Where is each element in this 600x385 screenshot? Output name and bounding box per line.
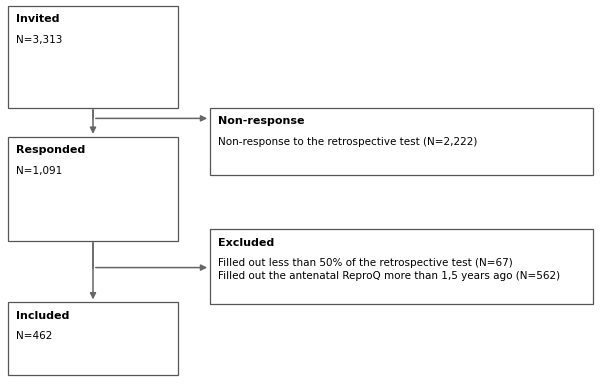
Text: N=1,091: N=1,091	[16, 166, 62, 176]
Text: Non-response: Non-response	[218, 116, 304, 126]
Text: Invited: Invited	[16, 14, 59, 24]
Text: Excluded: Excluded	[218, 238, 274, 248]
Text: Included: Included	[16, 311, 69, 321]
FancyBboxPatch shape	[210, 229, 593, 304]
Text: Non-response to the retrospective test (N=2,222): Non-response to the retrospective test (…	[218, 137, 477, 147]
Text: N=3,313: N=3,313	[16, 35, 62, 45]
FancyBboxPatch shape	[210, 108, 593, 175]
Text: Filled out less than 50% of the retrospective test (N=67)
Filled out the antenat: Filled out less than 50% of the retrospe…	[218, 258, 560, 281]
Text: Responded: Responded	[16, 145, 85, 155]
FancyBboxPatch shape	[8, 302, 178, 375]
FancyBboxPatch shape	[8, 6, 178, 108]
FancyBboxPatch shape	[8, 137, 178, 241]
Text: N=462: N=462	[16, 331, 52, 341]
